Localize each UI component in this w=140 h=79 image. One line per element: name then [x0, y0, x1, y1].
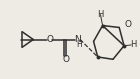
Text: O: O	[124, 20, 131, 29]
Text: N: N	[74, 35, 81, 44]
Text: H: H	[76, 40, 82, 49]
Text: H: H	[131, 40, 137, 49]
Text: O: O	[46, 35, 53, 44]
Text: H: H	[97, 10, 104, 19]
Text: O: O	[62, 55, 69, 64]
